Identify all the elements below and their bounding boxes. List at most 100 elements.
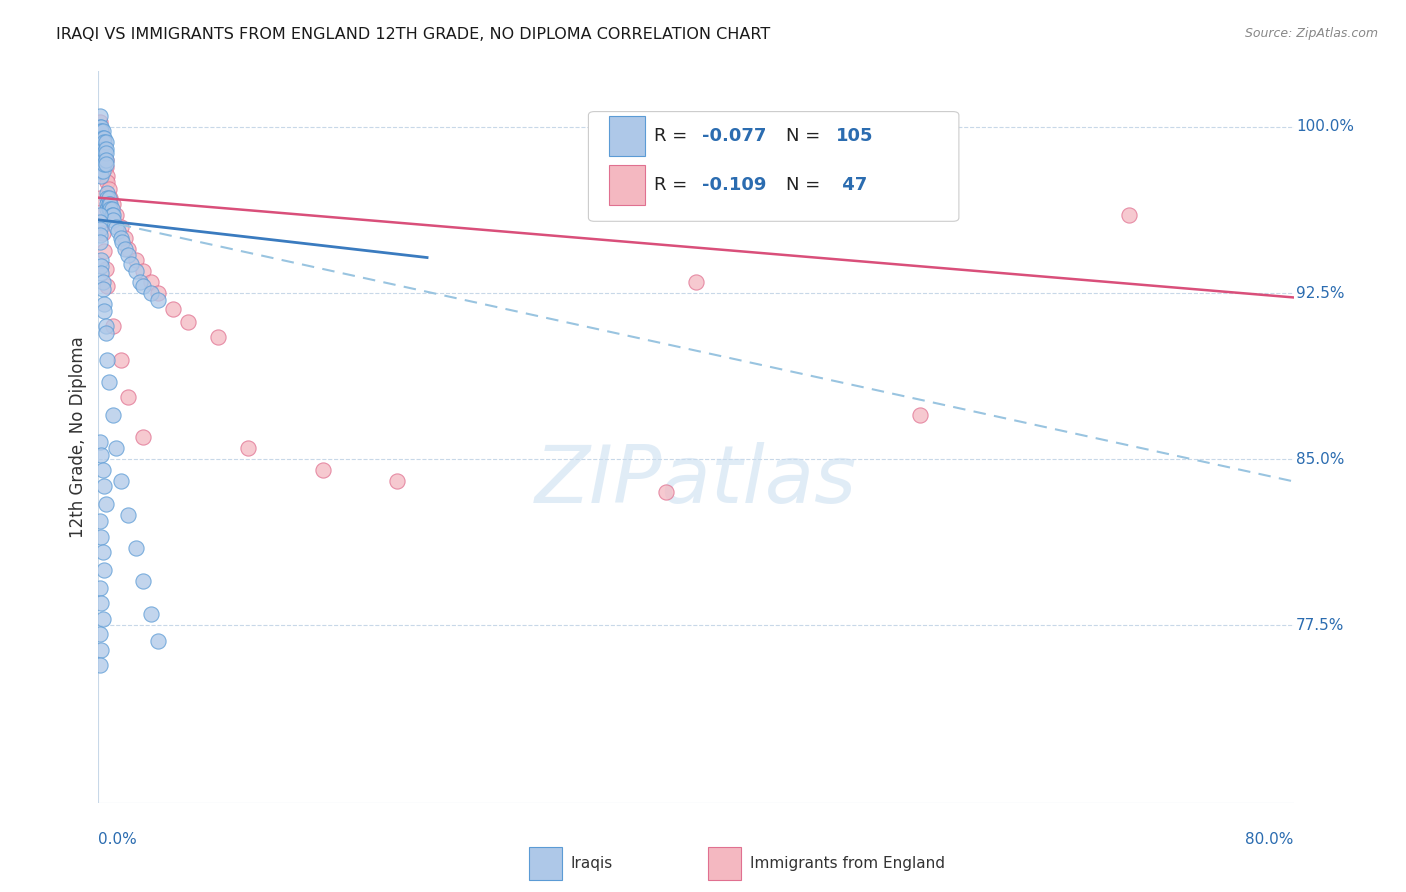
Point <box>94 136 117 150</box>
Point <box>129 275 152 289</box>
Point <box>96 279 118 293</box>
Point <box>132 574 155 589</box>
Point <box>94 326 117 340</box>
Point <box>110 230 132 244</box>
Point <box>110 475 132 489</box>
Point <box>89 131 111 145</box>
Point <box>93 131 115 145</box>
Point <box>90 643 112 657</box>
Point <box>89 131 111 145</box>
Point <box>90 137 112 152</box>
Point <box>91 153 114 167</box>
Point <box>107 224 129 238</box>
Point <box>93 153 115 167</box>
Text: -0.109: -0.109 <box>702 177 766 194</box>
Point <box>89 146 111 161</box>
Point <box>139 285 162 300</box>
Text: R =: R = <box>654 177 693 194</box>
Text: IRAQI VS IMMIGRANTS FROM ENGLAND 12TH GRADE, NO DIPLOMA CORRELATION CHART: IRAQI VS IMMIGRANTS FROM ENGLAND 12TH GR… <box>56 27 770 42</box>
Text: 0.0%: 0.0% <box>98 832 138 847</box>
Point <box>117 508 139 522</box>
Point <box>90 142 112 156</box>
Text: R =: R = <box>654 127 693 145</box>
Point <box>89 153 111 167</box>
Point <box>89 215 111 229</box>
Point <box>97 197 120 211</box>
Text: N =: N = <box>786 177 825 194</box>
Text: ZIPatlas: ZIPatlas <box>534 442 858 520</box>
Point <box>685 275 707 289</box>
Point <box>148 293 170 307</box>
Point <box>110 352 132 367</box>
Text: Immigrants from England: Immigrants from England <box>749 856 945 871</box>
Point <box>93 244 115 258</box>
Point <box>91 226 114 240</box>
Point <box>93 157 115 171</box>
Point <box>90 266 112 280</box>
Point <box>90 146 112 161</box>
Point <box>93 136 115 150</box>
Point <box>125 264 148 278</box>
Point <box>110 219 132 234</box>
Point <box>89 221 111 235</box>
Point <box>93 137 115 152</box>
Point <box>91 131 114 145</box>
Point <box>90 596 112 610</box>
Point <box>105 209 128 223</box>
Point <box>97 375 120 389</box>
Point <box>94 146 117 161</box>
Text: 47: 47 <box>835 177 868 194</box>
Point <box>94 497 117 511</box>
Point <box>114 230 136 244</box>
Point <box>97 182 120 196</box>
Point <box>103 197 125 211</box>
Point <box>91 275 114 289</box>
Point <box>89 228 111 243</box>
Point <box>89 109 111 123</box>
Point <box>125 252 148 267</box>
Point <box>91 282 114 296</box>
Point <box>236 441 259 455</box>
Point <box>90 136 112 150</box>
Point <box>101 209 124 223</box>
Point <box>91 137 114 152</box>
Point <box>89 658 111 673</box>
FancyBboxPatch shape <box>588 112 959 221</box>
Point <box>90 153 112 167</box>
Point <box>117 248 139 262</box>
Point <box>94 153 117 167</box>
Point <box>91 164 114 178</box>
Point <box>148 634 170 648</box>
Point <box>125 541 148 555</box>
Point <box>96 175 118 189</box>
Point <box>91 157 114 171</box>
FancyBboxPatch shape <box>609 116 644 156</box>
Point <box>89 235 111 249</box>
Point <box>89 146 111 161</box>
Point <box>89 191 111 205</box>
Point <box>89 115 111 129</box>
Point <box>93 297 115 311</box>
Point <box>93 153 115 167</box>
Point <box>91 124 114 138</box>
Point <box>89 581 111 595</box>
Point <box>101 202 124 216</box>
Point <box>89 627 111 641</box>
Point <box>90 448 112 462</box>
Point <box>908 408 931 422</box>
Point <box>94 261 117 276</box>
Point <box>93 563 115 577</box>
Point <box>91 142 114 156</box>
Point <box>132 264 155 278</box>
Point <box>90 260 112 274</box>
Point <box>111 235 134 249</box>
Text: N =: N = <box>786 127 825 145</box>
Point <box>90 157 112 171</box>
Point <box>103 408 125 422</box>
Text: 105: 105 <box>835 127 873 145</box>
Point <box>89 120 111 134</box>
Point <box>139 607 162 622</box>
Point <box>177 315 200 329</box>
Text: Iraqis: Iraqis <box>571 856 613 871</box>
Point <box>103 319 125 334</box>
